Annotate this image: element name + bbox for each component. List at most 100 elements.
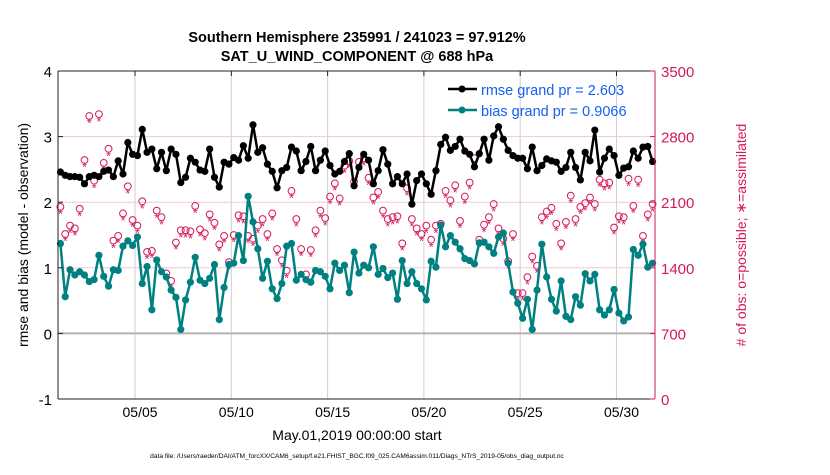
assimilated-obs-marker: * — [559, 243, 564, 258]
assimilated-obs-marker: * — [241, 216, 246, 231]
bias-marker — [528, 325, 536, 334]
assimilated-obs-marker: * — [183, 230, 188, 245]
possible-obs-marker — [220, 232, 229, 240]
rmse-marker — [283, 163, 291, 172]
bias-marker — [297, 270, 305, 278]
rmse-marker — [210, 173, 219, 181]
rmse-marker — [432, 167, 440, 175]
possible-obs-marker — [629, 202, 638, 210]
rmse-marker — [360, 150, 368, 158]
plot-marks: *** ******** **** *** ** **** * *** ******** ** **… — [56, 110, 657, 334]
bias-marker — [336, 266, 344, 275]
assimilated-obs-marker: * — [77, 208, 82, 223]
bias-marker — [124, 237, 132, 245]
possible-obs-marker — [547, 203, 556, 212]
possible-obs-marker — [523, 273, 532, 282]
assimilated-obs-marker: * — [255, 225, 260, 240]
rmse-marker — [374, 167, 382, 175]
rmse-marker — [157, 148, 166, 156]
bias-marker — [133, 233, 142, 241]
assimilated-obs-marker: * — [202, 233, 207, 248]
bias-marker — [210, 260, 219, 269]
assimilated-obs-marker: * — [419, 234, 424, 249]
rmse-marker — [519, 154, 527, 162]
bias-marker — [254, 245, 262, 253]
rmse-marker — [615, 171, 623, 179]
bias-marker — [446, 232, 454, 240]
bias-marker — [456, 245, 464, 253]
possible-obs-marker — [417, 230, 426, 238]
rmse-marker — [384, 160, 392, 168]
assimilated-obs-marker: * — [462, 196, 467, 211]
bias-marker — [557, 277, 565, 285]
x-tick-label: 05/05 — [123, 404, 158, 420]
possible-obs-marker — [147, 247, 156, 255]
bias-marker — [153, 256, 161, 264]
rmse-marker — [345, 150, 353, 158]
legend: rmse grand pr = 2.603 bias grand pr = 0.… — [448, 83, 627, 120]
rmse-marker — [287, 143, 296, 151]
bias-marker — [129, 241, 137, 250]
assimilated-obs-marker: * — [313, 230, 318, 245]
assimilated-obs-marker: * — [650, 204, 655, 219]
bias-marker — [586, 277, 594, 285]
assimilated-obs-marker: * — [597, 179, 602, 194]
bias-marker — [215, 316, 223, 324]
possible-obs-marker — [191, 202, 200, 210]
rmse-marker — [355, 163, 363, 172]
rmse-marker — [119, 170, 127, 178]
possible-obs-marker — [152, 206, 161, 215]
bias-marker — [600, 311, 609, 319]
bias-marker — [490, 249, 498, 257]
assimilated-obs-marker: * — [626, 178, 631, 193]
bias-marker — [167, 286, 175, 294]
bias-marker — [514, 299, 522, 307]
possible-obs-marker — [484, 213, 493, 222]
bias-marker — [417, 285, 426, 293]
bias-marker — [104, 282, 113, 290]
assimilated-obs-marker: * — [645, 214, 650, 229]
bias-marker — [552, 307, 560, 315]
assimilated-obs-marker: * — [337, 198, 342, 213]
possible-obs-marker — [509, 230, 517, 238]
bias-marker — [408, 268, 416, 276]
possible-obs-marker — [634, 175, 643, 184]
rmse-marker — [586, 157, 594, 165]
bias-marker — [485, 243, 493, 251]
possible-obs-marker — [263, 230, 272, 238]
rmse-marker — [451, 142, 459, 151]
possible-obs-marker — [537, 213, 546, 222]
assimilated-obs-marker: * — [294, 219, 299, 234]
bias-marker — [480, 238, 488, 246]
possible-obs-marker — [518, 289, 527, 298]
data-file-footer: data file: /Users/raeder/DAI/ATM_forcXX/… — [150, 453, 564, 460]
assimilated-obs-marker: * — [212, 223, 217, 238]
grid — [58, 71, 655, 399]
assimilated-obs-marker: * — [217, 244, 222, 259]
rmse-marker — [393, 173, 402, 181]
rmse-marker — [490, 132, 498, 140]
bias-marker — [519, 314, 527, 322]
chart-subtitle: SAT_U_WIND_COMPONENT @ 688 hPa — [221, 49, 494, 65]
bias-marker — [287, 239, 296, 248]
assimilated-obs-marker: * — [385, 219, 390, 234]
assimilated-obs-marker: * — [250, 238, 255, 253]
legend-bias-label: bias grand pr = 0.9066 — [481, 104, 627, 120]
possible-obs-marker — [61, 230, 70, 238]
possible-obs-marker — [157, 213, 166, 222]
bias-marker — [220, 283, 228, 292]
rmse-marker — [254, 148, 262, 156]
y-tick-label: 0 — [44, 326, 52, 343]
rmse-marker — [321, 147, 329, 155]
bias-marker — [355, 269, 363, 277]
rmse-marker — [466, 150, 474, 158]
rmse-marker — [398, 180, 406, 188]
assimilated-obs-marker: * — [424, 225, 429, 240]
bias-marker — [538, 240, 546, 248]
possible-obs-marker — [639, 232, 647, 240]
possible-obs-marker — [292, 215, 301, 223]
bias-marker — [114, 266, 122, 275]
bias-marker — [56, 239, 65, 248]
rmse-marker — [302, 157, 310, 166]
